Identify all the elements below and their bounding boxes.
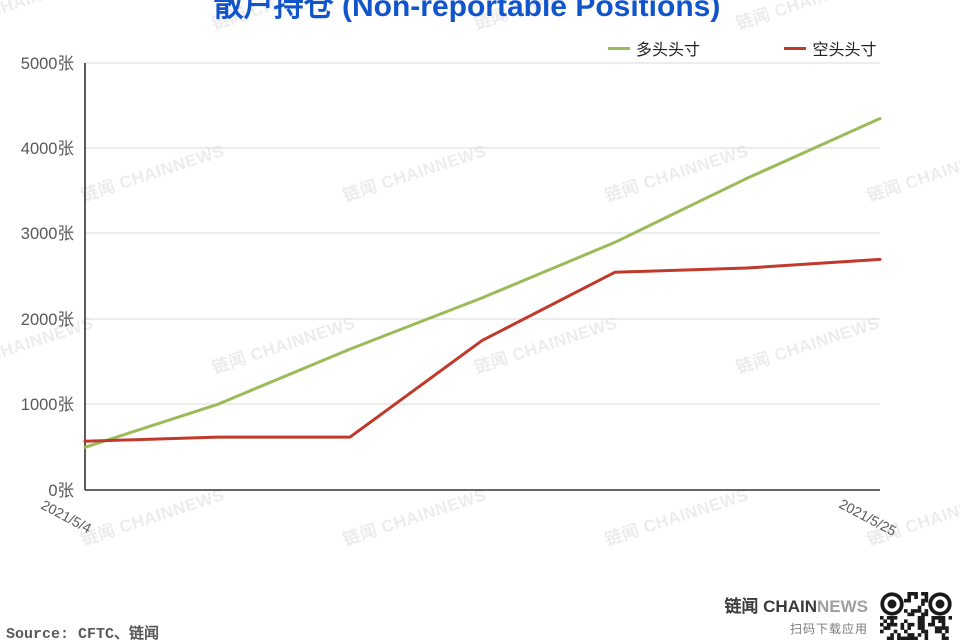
svg-text:2000张: 2000张 <box>21 310 75 329</box>
svg-text:2021/5/4: 2021/5/4 <box>39 497 95 537</box>
svg-text:2021/5/25: 2021/5/25 <box>837 496 900 539</box>
svg-text:1000张: 1000张 <box>21 395 75 414</box>
svg-text:3000张: 3000张 <box>21 224 75 243</box>
svg-text:0张: 0张 <box>48 481 74 500</box>
svg-text:5000张: 5000张 <box>21 54 75 73</box>
svg-text:4000张: 4000张 <box>21 139 75 158</box>
